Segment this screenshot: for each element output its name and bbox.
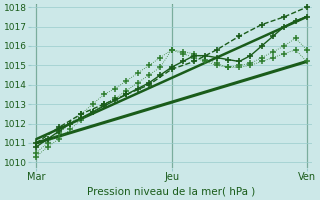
X-axis label: Pression niveau de la mer( hPa ): Pression niveau de la mer( hPa ): [87, 187, 256, 197]
